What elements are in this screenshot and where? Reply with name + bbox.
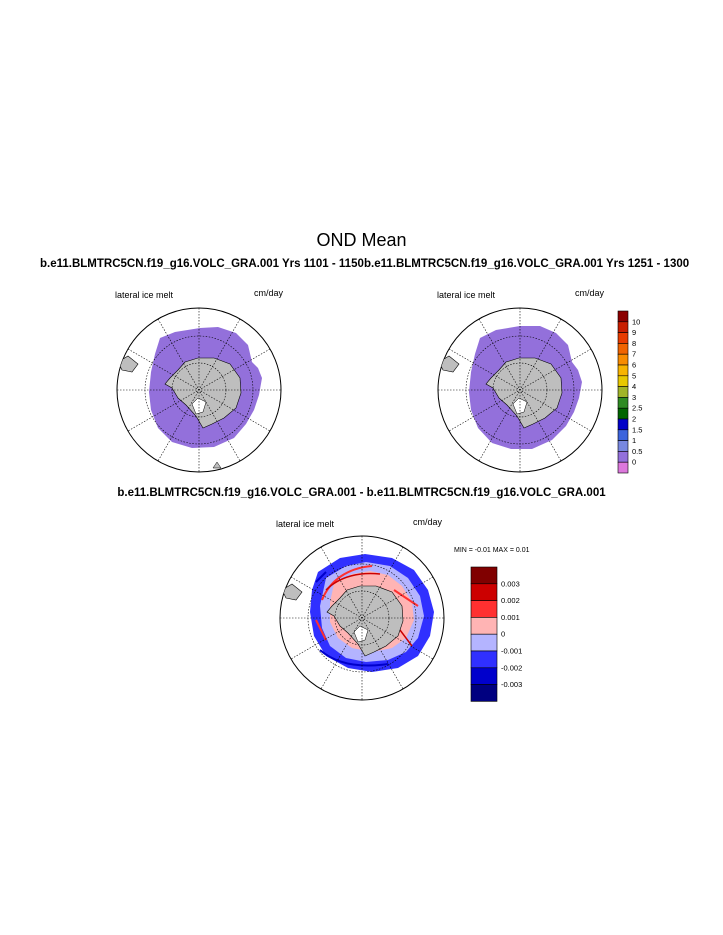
colorbar-swatch [470,600,498,618]
colorbar-top: 10 9 8 7 65 4 3 2.5 21.5 1 0.5 0 [617,310,642,474]
min-max-label: MIN = -0.01 MAX = 0.01 [454,547,530,554]
colorbar-swatch [617,397,629,409]
colorbar-label: 9 [632,328,636,337]
colorbar-label: 2.5 [632,404,642,413]
colorbar-label: 0.002 [501,596,520,605]
ice-shelf [353,625,369,643]
colorbar-swatch [617,310,629,323]
colorbar-label: 3 [632,393,636,402]
colorbar-swatch [470,650,498,669]
panel-title-diff: b.e11.BLMTRC5CN.f19_g16.VOLC_GRA.001 - b… [117,487,606,499]
ice-shelf [512,397,528,415]
island [212,461,222,469]
variable-label-diff: lateral ice melt [276,519,335,529]
colorbar-swatch [470,566,498,585]
colorbar-label: 7 [632,350,636,359]
south-america-land [438,355,460,373]
colorbar-label: -0.001 [501,647,522,656]
polar-map-diff [279,535,445,701]
colorbar-label: 1.5 [632,425,642,434]
colorbar-label: 6 [632,361,636,370]
colorbar-label: 0 [632,458,636,467]
variable-label-right: lateral ice melt [437,290,496,300]
colorbar-swatch [470,633,498,652]
colorbar-swatch [617,353,629,366]
colorbar-swatch [470,667,498,685]
colorbar-label: 0.5 [632,447,642,456]
colorbar-label: 1 [632,436,636,445]
colorbar-label: 2 [632,415,636,424]
colorbar-label: 5 [632,371,636,380]
ice-shelf [191,397,207,415]
south-america-land [117,355,139,373]
colorbar-swatch [617,418,629,431]
colorbar-swatch [470,583,498,601]
variable-label-left: lateral ice melt [115,290,174,300]
colorbar-label: -0.003 [501,680,522,689]
south-america-land [281,583,303,601]
colorbar-label: 0.001 [501,613,520,622]
polar-map-right [437,307,603,473]
units-label-diff: cm/day [413,517,443,527]
colorbar-swatch [470,617,498,635]
colorbar-label: 8 [632,339,636,348]
colorbar-swatch [617,451,629,463]
colorbar-swatch [617,429,629,441]
units-label-right: cm/day [575,288,605,298]
panel-title-right: b.e11.BLMTRC5CN.f19_g16.VOLC_GRA.001 Yrs… [364,258,690,270]
colorbar-label: 4 [632,382,636,391]
colorbar-swatch [470,684,498,702]
colorbar-label: 10 [632,317,640,326]
colorbar-label: 0 [501,630,505,639]
colorbar-label: -0.002 [501,663,522,672]
colorbar-swatch [617,321,629,333]
colorbar-swatch [617,440,629,452]
colorbar-swatch [617,375,629,387]
colorbar-swatch [617,461,629,474]
colorbar-label: 0.003 [501,579,520,588]
diff-red-streak [315,565,419,641]
colorbar-diff: 0.003 0.002 0.001 0 -0.001 -0.002 -0.003 [470,566,522,702]
page-title: OND Mean [316,230,407,250]
polar-map-left [116,307,282,473]
units-label-left: cm/day [254,288,284,298]
diff-dark-blue-streak [315,571,389,667]
colorbar-swatch [617,407,629,420]
colorbar-swatch [617,332,629,344]
colorbar-swatch [617,386,629,398]
colorbar-swatch [617,364,629,377]
diff-dark-red-streak [325,572,413,647]
panel-title-left: b.e11.BLMTRC5CN.f19_g16.VOLC_GRA.001 Yrs… [40,258,364,270]
colorbar-swatch [617,343,629,355]
